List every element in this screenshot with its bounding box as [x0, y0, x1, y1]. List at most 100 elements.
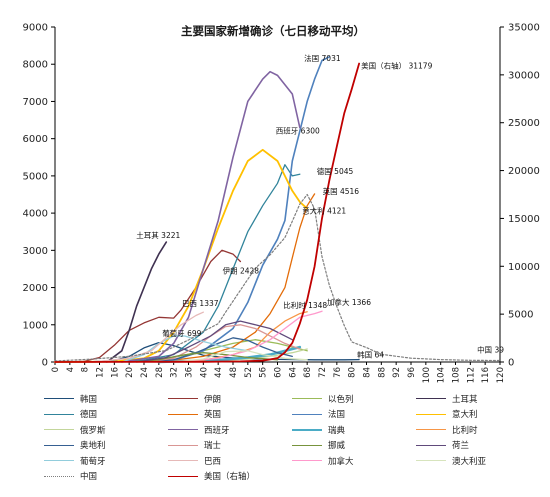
legend-item: 瑞士 [168, 438, 292, 454]
x-tick-label: 108 [452, 367, 462, 383]
x-tick-label: 40 [199, 367, 209, 378]
legend-item: 西班牙 [168, 422, 292, 438]
y-tick-label-right: 10000 [508, 262, 540, 273]
legend-label: 以色列 [328, 394, 354, 405]
x-tick-label: 68 [303, 367, 313, 378]
y-tick-label-left: 2000 [23, 283, 48, 294]
series-line [173, 310, 323, 363]
x-tick-label: 8 [81, 367, 91, 372]
legend-swatch [44, 413, 74, 415]
line-chart: 主要国家新增确诊（七日移动平均） 01000200030004000500060… [23, 23, 540, 384]
y-tick-label-left: 5000 [23, 171, 48, 182]
series-line [54, 249, 242, 363]
x-tick-label: 88 [377, 367, 387, 378]
chart-title: 主要国家新增确诊（七日移动平均） [181, 24, 365, 38]
y-tick-label-right: 30000 [508, 70, 540, 81]
data-label: 西班牙 6300 [276, 126, 320, 136]
x-tick-label: 112 [466, 367, 476, 383]
y-tick-label-right: 5000 [508, 310, 533, 321]
legend-swatch [168, 475, 198, 477]
data-label: 葡萄牙 699 [162, 328, 201, 338]
legend-label: 瑞士 [204, 441, 222, 452]
legend-swatch [292, 398, 322, 400]
legend-item: 比利时 [416, 422, 540, 438]
legend-item: 澳大利亚 [416, 453, 540, 469]
legend-label: 瑞典 [328, 425, 346, 436]
data-label: 中国 39 [477, 345, 504, 355]
legend-item: 加拿大 [292, 453, 416, 469]
y-tick-label-left: 9000 [23, 23, 48, 34]
legend-item: 法国 [292, 407, 416, 423]
x-tick-label: 32 [170, 367, 180, 378]
legend-swatch [292, 413, 322, 415]
data-label: 加拿大 1366 [327, 297, 371, 307]
legend-item: 俄罗斯 [44, 422, 168, 438]
y-tick-label-left: 1000 [23, 320, 48, 331]
legend-item: 巴西 [168, 453, 292, 469]
series-line [128, 55, 331, 363]
legend-label: 巴西 [204, 456, 222, 467]
series-line [54, 193, 501, 362]
x-tick-label: 92 [392, 367, 402, 378]
legend-item: 意大利 [416, 407, 540, 423]
legend-label: 葡萄牙 [80, 456, 106, 467]
y-tick-label-right: 0 [508, 358, 514, 369]
data-label: 德国 5045 [317, 166, 354, 176]
series-line [173, 350, 308, 363]
legend-label: 土耳其 [452, 394, 478, 405]
y-tick-label-left: 6000 [23, 134, 48, 145]
legend-label: 俄罗斯 [80, 425, 106, 436]
x-tick-label: 52 [244, 367, 254, 378]
x-tick-label: 76 [333, 367, 343, 378]
legend-swatch [416, 429, 446, 431]
x-tick-label: 0 [51, 367, 61, 372]
x-tick-label: 48 [229, 367, 239, 378]
legend-swatch [44, 475, 74, 477]
x-tick-label: 72 [318, 367, 328, 378]
x-tick-label: 60 [274, 367, 284, 378]
legend-swatch [292, 444, 322, 446]
y-tick-label-right: 20000 [508, 166, 540, 177]
series-line [121, 70, 301, 363]
legend-item: 挪威 [292, 438, 416, 454]
x-tick-label: 100 [422, 367, 432, 383]
x-tick-label: 64 [288, 367, 298, 378]
legend-item: 荷兰 [416, 438, 540, 454]
legend-item: 伊朗 [168, 391, 292, 407]
legend-item: 英国 [168, 407, 292, 423]
series-line [98, 164, 301, 363]
legend-swatch [44, 460, 74, 462]
data-label: 韩国 64 [357, 350, 384, 360]
x-tick-label: 116 [481, 367, 491, 383]
data-label: 法国 7031 [304, 53, 341, 63]
series-line [91, 311, 204, 363]
data-label: 伊朗 2428 [223, 266, 260, 276]
x-tick-label: 44 [214, 367, 224, 378]
legend-swatch [168, 444, 198, 446]
y-tick-label-left: 7000 [23, 97, 48, 108]
x-tick-label: 84 [363, 367, 373, 378]
series-line [128, 352, 279, 363]
x-tick-label: 80 [348, 367, 358, 378]
data-label: 美国（右轴） 31179 [361, 61, 432, 71]
legend-swatch [416, 444, 446, 446]
y-tick-label-left: 3000 [23, 246, 48, 257]
legend-item: 德国 [44, 407, 168, 423]
legend-swatch [292, 460, 322, 462]
legend-swatch [168, 460, 198, 462]
series-line [135, 193, 316, 363]
y-tick-label-left: 4000 [23, 209, 48, 220]
x-tick-label: 20 [125, 367, 135, 378]
x-tick-label: 24 [140, 367, 150, 378]
x-tick-label: 12 [96, 367, 106, 378]
legend-swatch [44, 398, 74, 400]
legend-item: 奥地利 [44, 438, 168, 454]
data-label: 意大利 4121 [302, 206, 346, 216]
data-label: 土耳其 3221 [136, 230, 180, 240]
legend-item: 中国 [44, 469, 168, 485]
x-tick-label: 120 [496, 367, 506, 383]
legend-label: 法国 [328, 410, 346, 421]
series-line [157, 345, 302, 364]
legend-item: 土耳其 [416, 391, 540, 407]
